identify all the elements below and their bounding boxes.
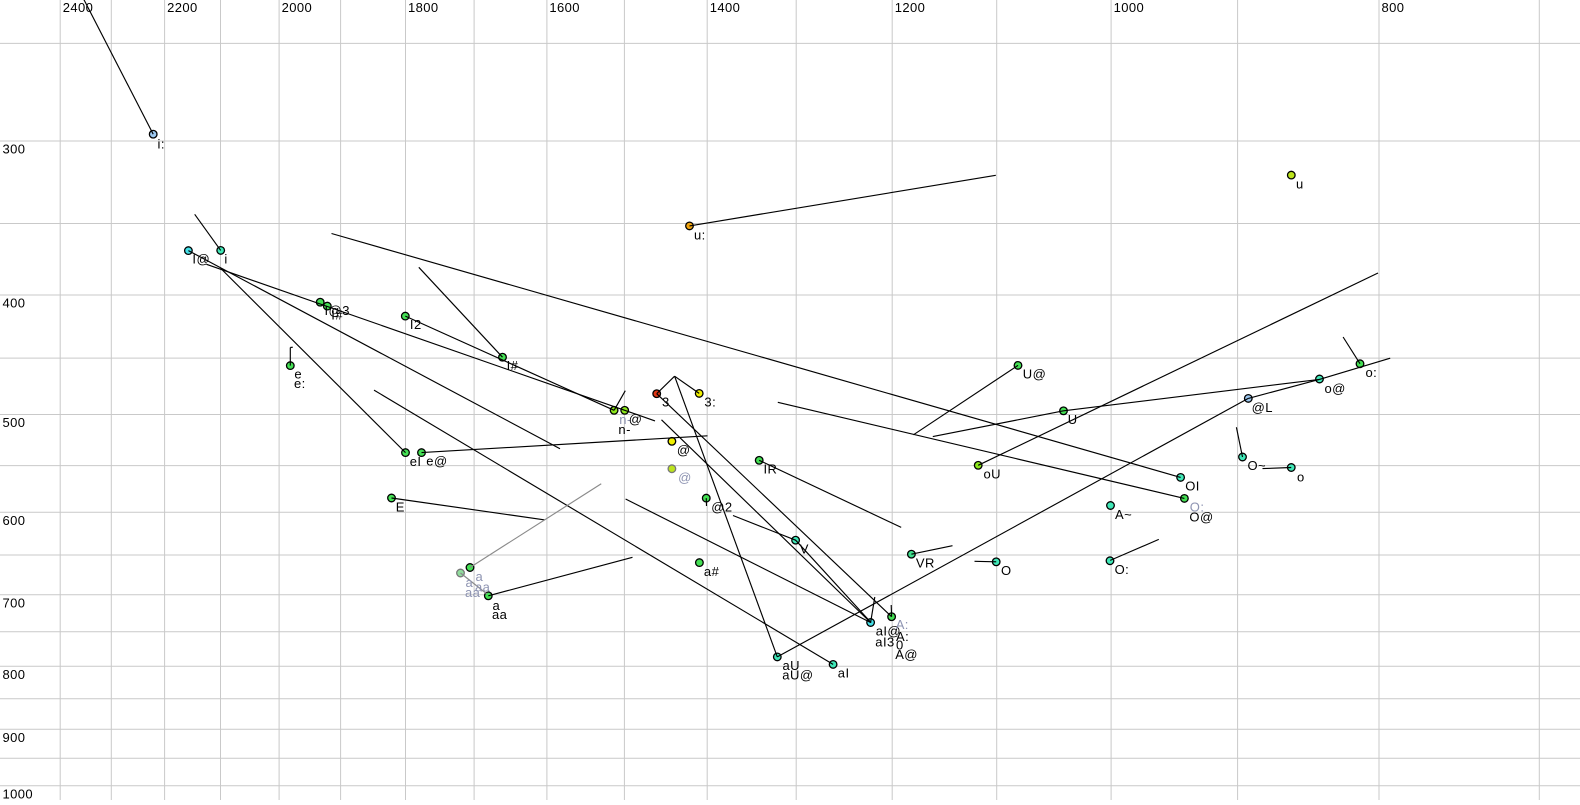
- svg-text:O~: O~: [1248, 458, 1267, 473]
- svg-text:2200: 2200: [167, 0, 198, 15]
- svg-text:@2: @2: [711, 500, 732, 515]
- svg-text:a#: a#: [704, 564, 720, 579]
- svg-text:A@: A@: [895, 647, 918, 662]
- svg-text:300: 300: [3, 142, 26, 157]
- svg-text:aU@: aU@: [782, 667, 813, 682]
- svg-text:A~: A~: [1115, 507, 1132, 522]
- svg-text:1000: 1000: [1114, 0, 1145, 15]
- svg-text:IR: IR: [764, 461, 778, 476]
- svg-text:e:: e:: [294, 376, 306, 391]
- svg-text:I#: I#: [331, 307, 343, 322]
- svg-text:i: i: [224, 252, 227, 267]
- svg-text:3:: 3:: [704, 394, 716, 409]
- svg-text:3: 3: [662, 394, 670, 409]
- svg-text:1200: 1200: [895, 0, 926, 15]
- svg-text:2400: 2400: [63, 0, 94, 15]
- svg-text:o: o: [1297, 469, 1305, 484]
- svg-text:900: 900: [3, 730, 26, 745]
- svg-text:2000: 2000: [282, 0, 313, 15]
- svg-text:aI: aI: [838, 666, 850, 681]
- svg-text:1000: 1000: [3, 786, 34, 800]
- svg-text:1600: 1600: [549, 0, 580, 15]
- svg-text:U: U: [1068, 412, 1078, 427]
- svg-text:O: O: [1001, 563, 1012, 578]
- svg-text:I2: I2: [410, 317, 422, 332]
- svg-text:i:: i:: [158, 137, 165, 152]
- svg-text:V: V: [800, 542, 809, 557]
- svg-text:o@: o@: [1325, 381, 1346, 396]
- svg-text:eI: eI: [410, 454, 422, 469]
- svg-text:600: 600: [3, 513, 26, 528]
- svg-text:aa: aa: [465, 585, 481, 600]
- svg-text:E: E: [396, 499, 405, 514]
- svg-text:1800: 1800: [408, 0, 439, 15]
- svg-text:aI3: aI3: [875, 634, 894, 649]
- svg-text:@L: @L: [1252, 400, 1273, 415]
- svg-text:u: u: [1296, 177, 1304, 192]
- svg-text:I#: I#: [507, 358, 519, 373]
- svg-text:o:: o:: [1366, 365, 1378, 380]
- svg-text:700: 700: [3, 595, 26, 610]
- svg-text:aa: aa: [492, 607, 508, 622]
- svg-text:VR: VR: [916, 555, 935, 570]
- svg-text:O@: O@: [1189, 510, 1213, 525]
- svg-text:u:: u:: [694, 227, 706, 242]
- svg-text:@: @: [678, 470, 692, 485]
- svg-text:oU: oU: [984, 467, 1002, 482]
- svg-text:500: 500: [3, 415, 26, 430]
- svg-text:e@: e@: [426, 454, 447, 469]
- svg-text:OI: OI: [1185, 478, 1200, 493]
- svg-text:U@: U@: [1023, 367, 1047, 382]
- svg-text:800: 800: [3, 667, 26, 682]
- svg-text:I@: I@: [192, 252, 210, 267]
- svg-text:800: 800: [1382, 0, 1405, 15]
- svg-text:A:: A:: [896, 629, 909, 644]
- svg-text:n-: n-: [618, 422, 630, 437]
- svg-text:@: @: [677, 443, 691, 458]
- svg-text:400: 400: [3, 296, 26, 311]
- svg-text:O:: O:: [1115, 562, 1130, 577]
- svg-text:1400: 1400: [710, 0, 741, 15]
